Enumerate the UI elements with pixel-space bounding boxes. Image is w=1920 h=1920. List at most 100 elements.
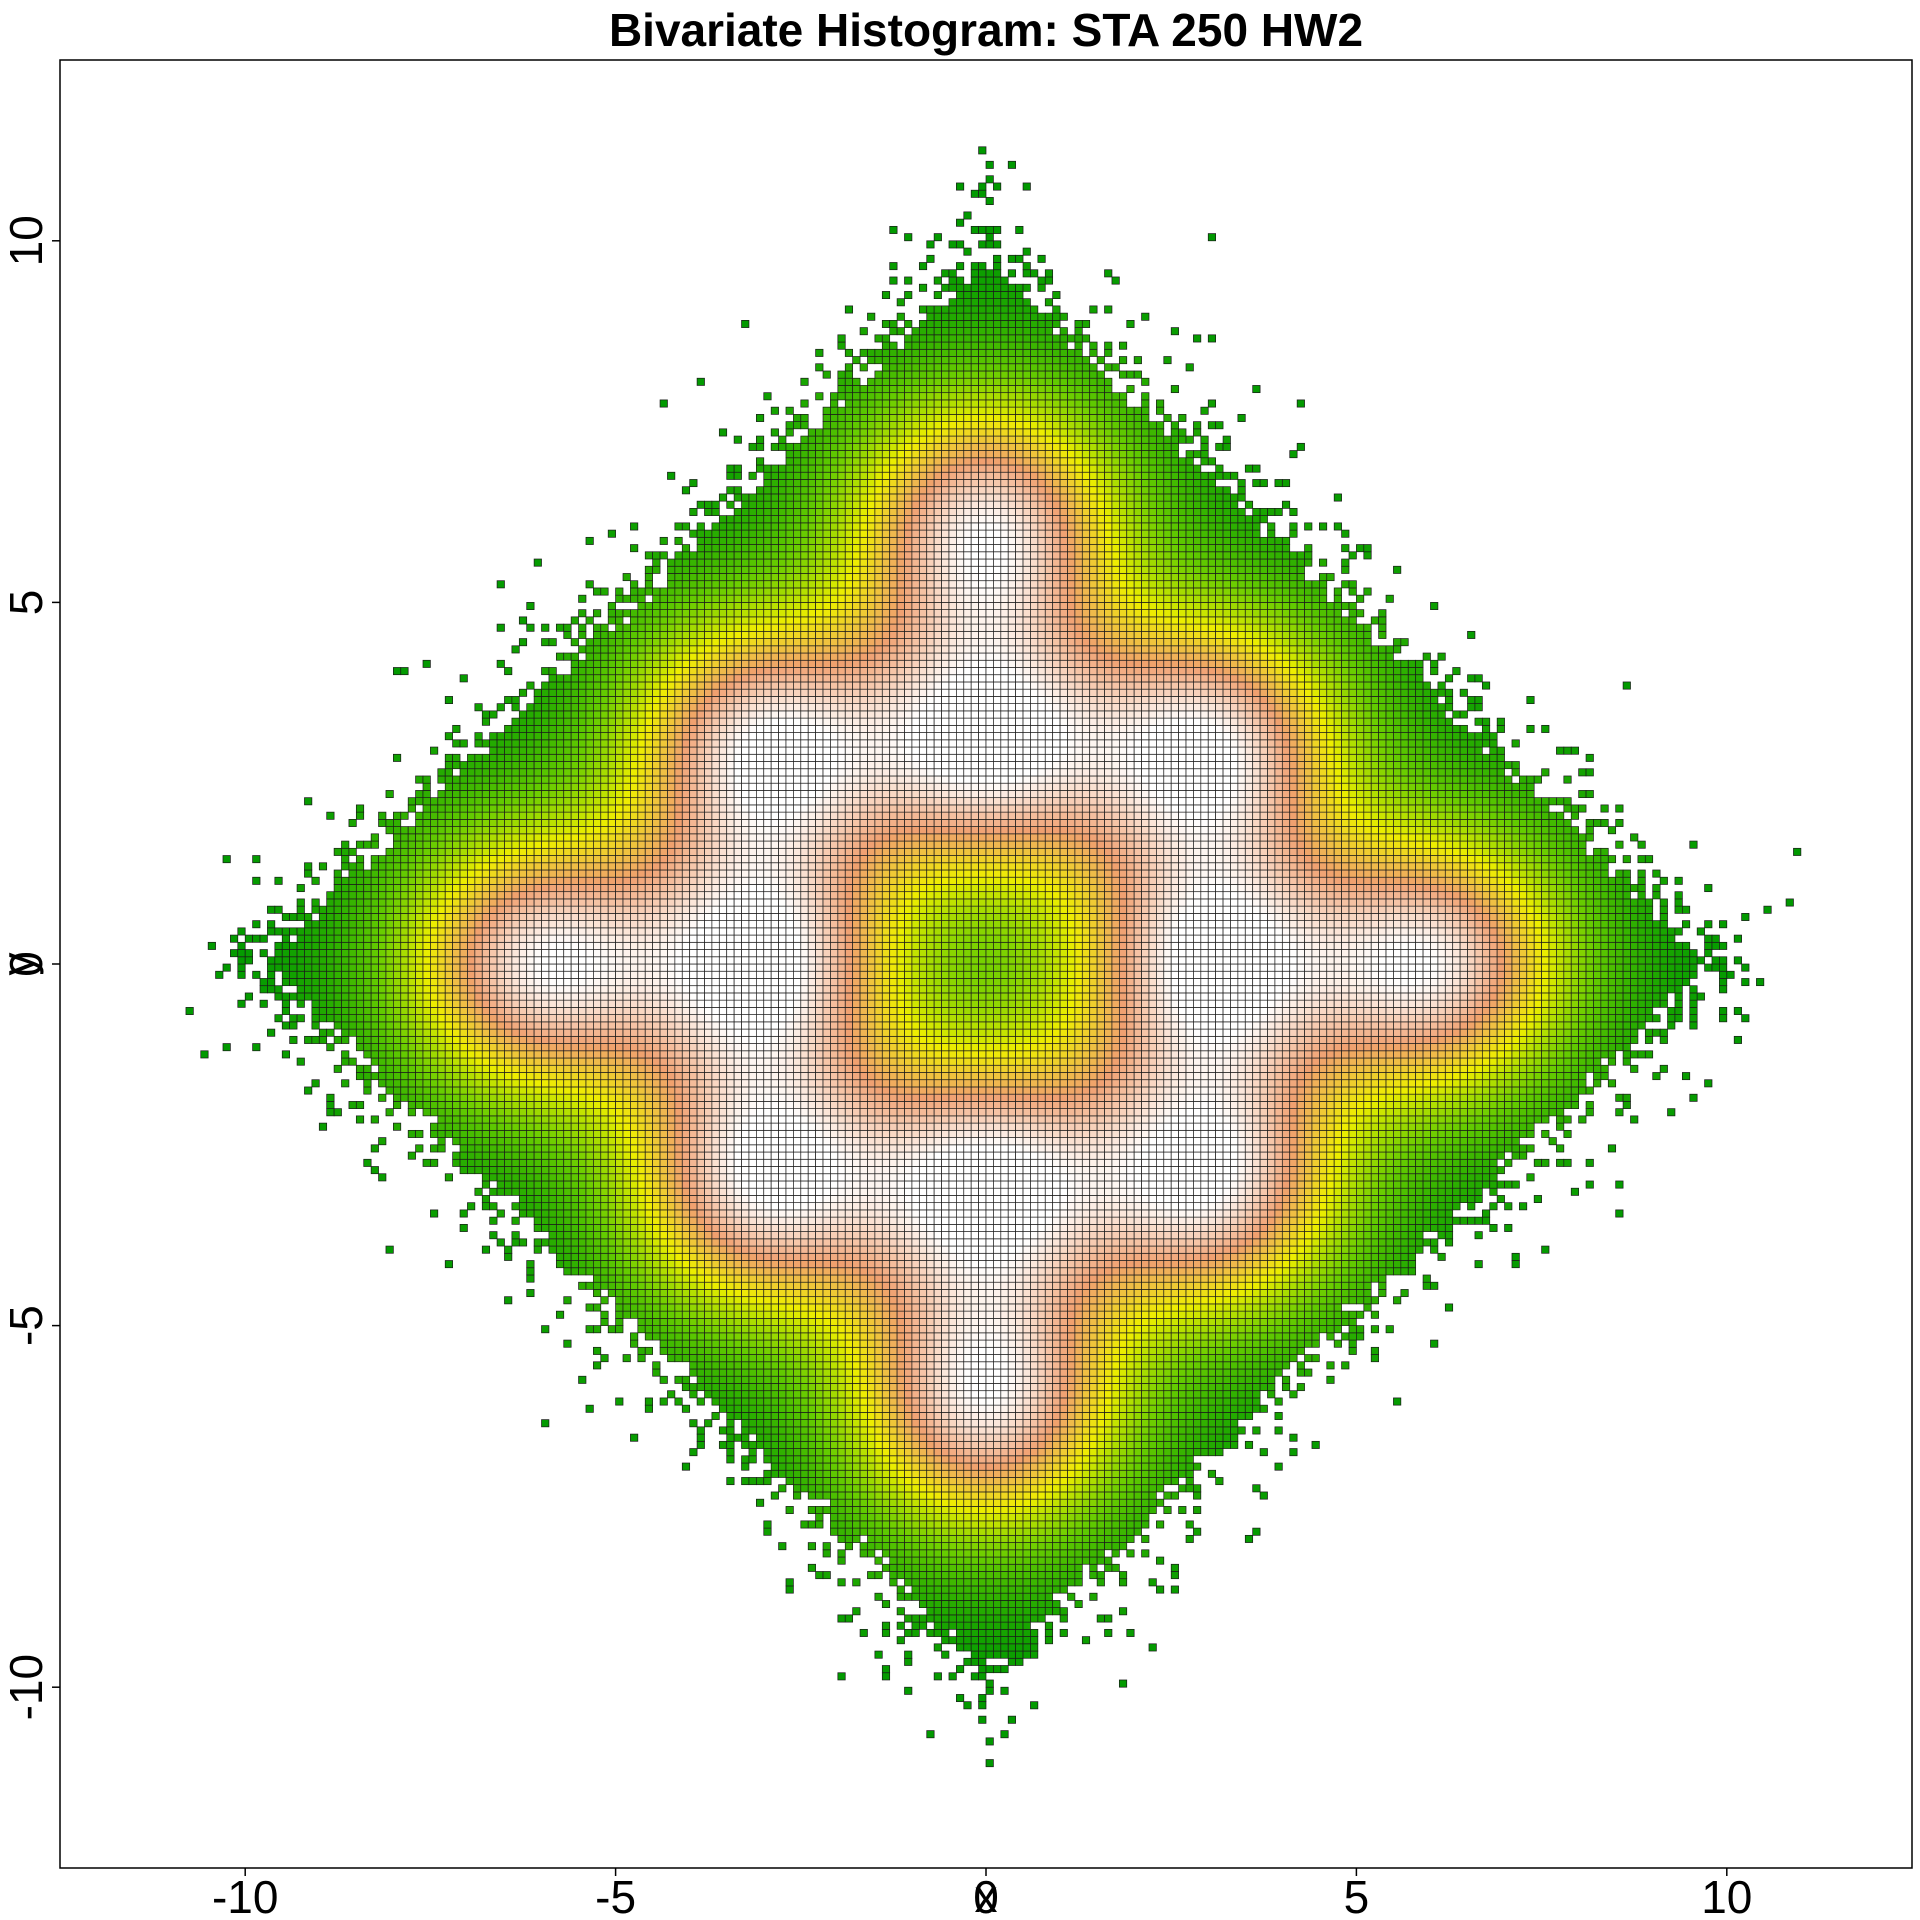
histogram-cell (401, 957, 408, 964)
histogram-cell (460, 856, 467, 863)
histogram-cell (408, 993, 415, 1000)
histogram-cell (601, 1159, 608, 1166)
histogram-cell (534, 1195, 541, 1202)
histogram-cell (467, 812, 474, 819)
histogram-cell (549, 1145, 556, 1152)
histogram-cell (490, 827, 497, 834)
histogram-cell (564, 1109, 571, 1116)
histogram-cell (482, 798, 489, 805)
histogram-cell (556, 942, 563, 949)
histogram-cell (534, 1036, 541, 1043)
histogram-cell (549, 1159, 556, 1166)
histogram-cell (497, 1239, 504, 1246)
histogram-cell (408, 884, 415, 891)
histogram-cell (356, 841, 363, 848)
histogram-cell (593, 1044, 600, 1051)
histogram-cell (579, 812, 586, 819)
histogram-cell (386, 964, 393, 971)
histogram-cell (512, 921, 519, 928)
histogram-cell (608, 1000, 615, 1007)
histogram-cell (334, 1065, 341, 1072)
histogram-cell (497, 1087, 504, 1094)
histogram-cell (408, 942, 415, 949)
histogram-cell (527, 704, 534, 711)
histogram-cell (527, 812, 534, 819)
histogram-cell (364, 1044, 371, 1051)
histogram-cell (519, 1195, 526, 1202)
histogram-cell (593, 899, 600, 906)
histogram-cell (571, 834, 578, 841)
histogram-cell (519, 798, 526, 805)
histogram-cell (571, 696, 578, 703)
histogram-cell (304, 1087, 311, 1094)
histogram-cell (460, 1007, 467, 1014)
histogram-cell (593, 978, 600, 985)
histogram-cell (475, 884, 482, 891)
histogram-cell (379, 1080, 386, 1087)
histogram-cell (467, 921, 474, 928)
histogram-cell (423, 921, 430, 928)
histogram-cell (267, 1029, 274, 1036)
histogram-cell (430, 819, 437, 826)
histogram-cell (519, 776, 526, 783)
histogram-cell (401, 1087, 408, 1094)
histogram-cell (423, 776, 430, 783)
histogram-cell (601, 805, 608, 812)
histogram-cell (267, 957, 274, 964)
histogram-cell (571, 971, 578, 978)
histogram-cell (490, 1101, 497, 1108)
histogram-cell (386, 848, 393, 855)
histogram-cell (490, 1203, 497, 1210)
histogram-cell (482, 1159, 489, 1166)
histogram-cell (393, 1080, 400, 1087)
histogram-cell (467, 906, 474, 913)
histogram-cell (371, 986, 378, 993)
histogram-cell (445, 1123, 452, 1130)
histogram-cell (312, 964, 319, 971)
histogram-cell (571, 704, 578, 711)
histogram-cell (519, 805, 526, 812)
histogram-cell (512, 1015, 519, 1022)
histogram-cell (504, 1181, 511, 1188)
histogram-cell (534, 863, 541, 870)
histogram-cell (527, 1015, 534, 1022)
histogram-cell (512, 805, 519, 812)
histogram-cell (534, 1080, 541, 1087)
histogram-cell (571, 827, 578, 834)
histogram-cell (304, 921, 311, 928)
histogram-cell (490, 1145, 497, 1152)
histogram-cell (475, 964, 482, 971)
histogram-cell (586, 1167, 593, 1174)
histogram-cell (475, 935, 482, 942)
histogram-cell (586, 740, 593, 747)
histogram-cell (593, 1080, 600, 1087)
histogram-cell (534, 805, 541, 812)
histogram-cell (327, 1101, 334, 1108)
histogram-cell (438, 1058, 445, 1065)
histogram-cell (586, 769, 593, 776)
histogram-cell (297, 928, 304, 935)
histogram-cell (238, 1000, 245, 1007)
histogram-cell (482, 827, 489, 834)
histogram-cell (556, 841, 563, 848)
histogram-cell (593, 942, 600, 949)
histogram-cell (386, 899, 393, 906)
histogram-cell (519, 747, 526, 754)
histogram-cell (423, 1159, 430, 1166)
histogram-cell (312, 899, 319, 906)
histogram-cell (430, 1000, 437, 1007)
histogram-cell (393, 754, 400, 761)
histogram-cell (586, 639, 593, 646)
histogram-cell (334, 906, 341, 913)
histogram-cell (519, 754, 526, 761)
histogram-cell (519, 1116, 526, 1123)
histogram-cell (527, 1138, 534, 1145)
histogram-cell (556, 986, 563, 993)
histogram-cell (393, 899, 400, 906)
histogram-cell (312, 935, 319, 942)
histogram-cell (549, 1015, 556, 1022)
histogram-cell (571, 950, 578, 957)
histogram-cell (534, 899, 541, 906)
histogram-cell (542, 805, 549, 812)
histogram-cell (275, 950, 282, 957)
